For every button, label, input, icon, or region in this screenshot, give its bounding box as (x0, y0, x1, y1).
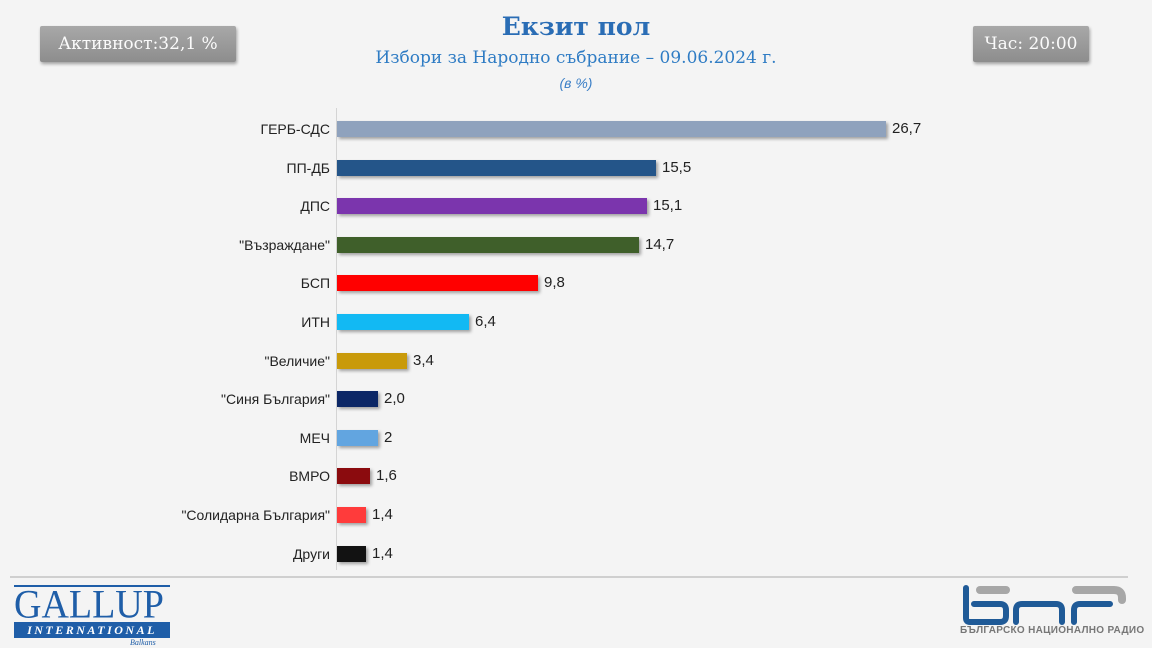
bar-row: "Синя България" 2,0 (0, 389, 1152, 409)
bar-row: ДПС 15,1 (0, 196, 1152, 216)
bar-row: Други 1,4 (0, 544, 1152, 564)
bar-label: МЕЧ (299, 429, 330, 446)
bar (337, 507, 366, 523)
bar-row: "Солидарна България" 1,4 (0, 505, 1152, 525)
bar-value-label: 2,0 (384, 390, 405, 408)
gallup-logo-rule (14, 585, 170, 587)
bar (337, 121, 886, 137)
bar-value-label: 3,4 (413, 351, 434, 369)
bar-row: ГЕРБ-СДС 26,7 (0, 119, 1152, 139)
bar-value-label: 15,1 (653, 197, 683, 215)
turnout-badge: Активност:32,1 % (40, 26, 236, 62)
bar-row: "Възраждане" 14,7 (0, 235, 1152, 255)
gallup-logo-sub: Balkans (130, 638, 156, 647)
bar (337, 352, 407, 369)
bnr-logo-caption: БЪЛГАРСКО НАЦИОНАЛНО РАДИО (960, 625, 1145, 636)
bar-label: ВМРО (289, 468, 330, 485)
bar-label: БСП (300, 275, 330, 292)
bar-label: "Синя България" (221, 391, 330, 408)
bar-row: БСП 9,8 (0, 273, 1152, 293)
bar-label: "Величие" (264, 352, 331, 369)
bar-label: ИТН (301, 314, 330, 330)
bar (337, 275, 538, 292)
category-axis-line (336, 108, 337, 570)
bar-row: ИТН 6,4 (0, 312, 1152, 332)
bar (337, 545, 366, 562)
footer-divider (10, 576, 1128, 578)
bar-label: ПП-ДБ (286, 159, 330, 176)
bar (337, 198, 647, 215)
bar-value-label: 14,7 (645, 235, 675, 253)
gallup-logo: GALLUP INTERNATIONAL Balkans (14, 585, 174, 647)
bar-label: ГЕРБ-СДС (260, 121, 330, 137)
bar-row: "Величие" 3,4 (0, 351, 1152, 371)
time-badge: Час: 20:00 (973, 26, 1089, 62)
bnr-logo-icon (963, 585, 1126, 625)
chart-title: Екзит пол (501, 12, 651, 41)
bar (337, 314, 469, 330)
bar-label: "Солидарна България" (181, 507, 330, 523)
bar-value-label: 9,8 (544, 274, 565, 292)
bar (337, 468, 370, 485)
bar-label: "Възраждане" (239, 236, 330, 253)
bar-value-label: 15,5 (662, 158, 692, 176)
gallup-logo-band: INTERNATIONAL (14, 622, 170, 638)
bar-row: ПП-ДБ 15,5 (0, 158, 1152, 178)
bar (337, 391, 378, 408)
bar (337, 236, 639, 253)
bar-value-label: 1,4 (372, 506, 393, 523)
bar-label: Други (292, 545, 330, 562)
bar-value-label: 1,6 (376, 467, 397, 485)
chart-unit: (в %) (559, 75, 593, 91)
bar (337, 159, 656, 176)
gallup-logo-wordmark: GALLUP (14, 582, 164, 628)
bar-label: ДПС (300, 198, 330, 215)
chart-subtitle: Избори за Народно събрание – 09.06.2024 … (375, 48, 777, 68)
bar (337, 429, 378, 446)
bar-value-label: 26,7 (892, 120, 922, 137)
bar-row: МЕЧ 2 (0, 428, 1152, 448)
bar-value-label: 1,4 (372, 544, 393, 562)
bar-value-label: 2 (384, 428, 393, 446)
bnr-logo: БЪЛГАРСКО НАЦИОНАЛНО РАДИО (960, 584, 1144, 644)
bar-row: ВМРО 1,6 (0, 466, 1152, 486)
bar-value-label: 6,4 (475, 313, 496, 330)
